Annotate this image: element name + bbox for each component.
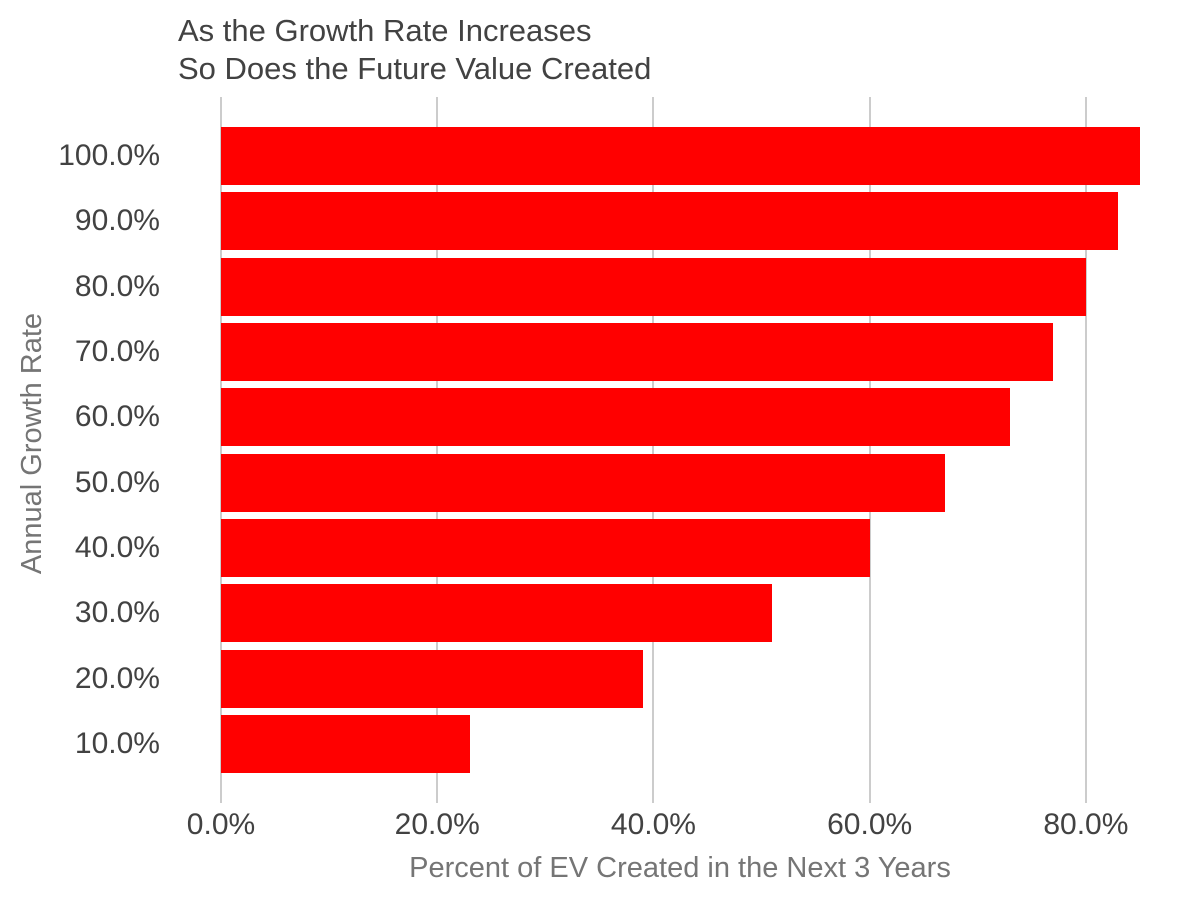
bar-80.0% bbox=[221, 257, 1086, 316]
y-tick-label-7: 30.0% bbox=[74, 596, 160, 630]
bar-60.0% bbox=[221, 388, 1011, 447]
bar-40.0% bbox=[221, 518, 870, 577]
bar-10.0% bbox=[221, 714, 470, 773]
bar-20.0% bbox=[221, 649, 643, 708]
gridline-0.0% bbox=[220, 97, 222, 803]
x-tick-label-2: 40.0% bbox=[610, 808, 696, 841]
gridline-60.0% bbox=[868, 97, 871, 803]
x-tick-label-4: 80.0% bbox=[1043, 808, 1129, 841]
y-tick-label-9: 10.0% bbox=[74, 726, 160, 760]
x-tick-label-1: 20.0% bbox=[394, 808, 480, 841]
y-tick-label-2: 80.0% bbox=[74, 269, 160, 303]
y-tick-label-0: 100.0% bbox=[58, 139, 160, 172]
chart-title-line-2: So Does the Future Value Created bbox=[178, 51, 652, 86]
x-tick-label-3: 60.0% bbox=[827, 808, 913, 841]
y-tick-label-3: 70.0% bbox=[74, 334, 160, 368]
plot-area bbox=[220, 97, 1194, 803]
bar-30.0% bbox=[221, 584, 773, 643]
chart-title: As the Growth Rate Increases So Does the… bbox=[178, 12, 651, 88]
y-tick-label-5: 50.0% bbox=[74, 465, 160, 499]
bar-50.0% bbox=[221, 453, 946, 512]
x-tick-label-0: 0.0% bbox=[186, 808, 256, 841]
y-tick-label-4: 60.0% bbox=[74, 400, 160, 434]
bar-70.0% bbox=[221, 322, 1054, 381]
y-tick-label-6: 40.0% bbox=[74, 530, 160, 564]
bar-series bbox=[221, 97, 1194, 790]
gridline-40.0% bbox=[652, 97, 655, 803]
y-axis-tick-labels: 100.0% 90.0% 80.0% 70.0% 60.0% 50.0% 40.0% 30.0… bbox=[0, 97, 160, 790]
x-axis-title: Percent of EV Created in the Next 3 Year… bbox=[409, 852, 951, 884]
gridline-20.0% bbox=[436, 97, 439, 803]
y-tick-label-8: 20.0% bbox=[74, 661, 160, 695]
bar-100.0% bbox=[221, 127, 1140, 185]
y-tick-label-1: 90.0% bbox=[74, 204, 160, 238]
x-axis-tick-labels: 0.0% 20.0% 40.0% 60.0% 80.0% bbox=[187, 808, 1194, 848]
gridline-80.0% bbox=[1084, 97, 1087, 803]
chart-title-line-1: As the Growth Rate Increases bbox=[178, 13, 592, 48]
bar-90.0% bbox=[221, 192, 1119, 251]
